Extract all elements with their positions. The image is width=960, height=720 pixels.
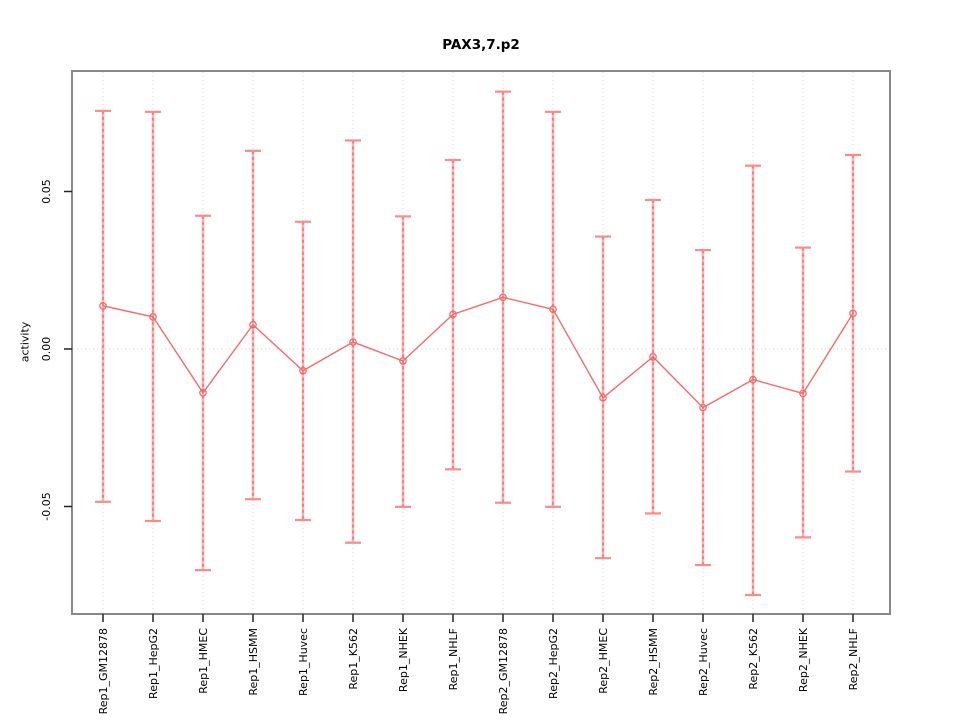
- x-tick-label: Rep1_NHEK: [397, 627, 410, 692]
- x-tick-label: Rep2_HSMM: [647, 628, 660, 696]
- data-point: [99, 301, 107, 310]
- x-tick-label: Rep1_Huvec: [297, 628, 310, 696]
- x-tick-label: Rep1_GM12878: [97, 628, 110, 714]
- x-tick-label: Rep1_NHLF: [447, 628, 460, 690]
- data-point: [599, 393, 607, 402]
- series-line: [102, 296, 854, 409]
- data-point: [149, 313, 157, 321]
- data-point: [499, 293, 507, 302]
- x-tick-label: Rep2_HMEC: [597, 628, 610, 694]
- x-tick-label: Rep2_Huvec: [697, 628, 710, 696]
- data-point: [649, 353, 657, 361]
- data-point: [699, 403, 707, 412]
- x-tick-label: Rep1_HMEC: [197, 628, 210, 694]
- data-point: [849, 309, 857, 318]
- data-point: [449, 310, 457, 319]
- data-point: [799, 389, 807, 398]
- data-point: [249, 320, 257, 329]
- plot-box: [71, 70, 891, 615]
- data-point: [399, 357, 407, 365]
- data-point: [299, 366, 307, 375]
- x-tick-label: Rep1_K562: [347, 628, 360, 690]
- x-tick-label: Rep2_NHLF: [847, 628, 860, 690]
- x-tick-label: Rep1_HepG2: [147, 628, 160, 699]
- y-tick-label: 0.00: [40, 337, 53, 362]
- x-tick-label: Rep2_NHEK: [797, 627, 810, 692]
- y-tick-label: 0.05: [40, 179, 53, 204]
- x-tick-label: Rep2_HepG2: [547, 628, 560, 699]
- y-tick-label: -0.05: [40, 492, 53, 520]
- chart-title: PAX3,7.p2: [442, 37, 520, 53]
- data-point: [349, 338, 357, 346]
- x-tick-label: Rep1_HSMM: [247, 628, 260, 696]
- data-point: [749, 375, 757, 384]
- data-point: [549, 305, 557, 314]
- data-point: [199, 388, 207, 397]
- x-tick-label: Rep2_GM12878: [497, 628, 510, 714]
- x-tick-label: Rep2_K562: [747, 628, 760, 690]
